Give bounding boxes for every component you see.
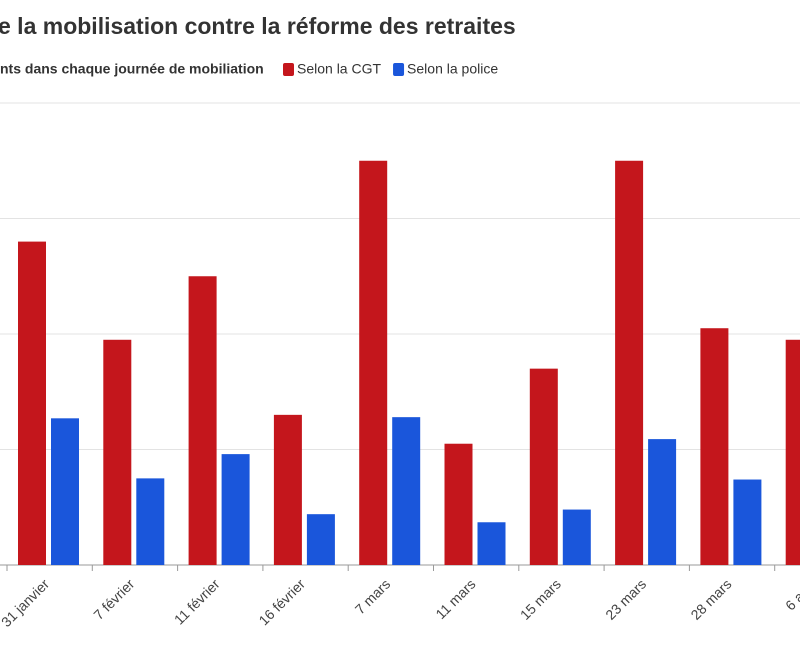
bar: [477, 522, 506, 565]
bar: [529, 368, 558, 565]
bar: [103, 339, 132, 565]
x-tick-label: 7 février: [90, 576, 137, 623]
legend-title: nts dans chaque journée de mobiliation: [0, 61, 264, 77]
legend-label: Selon la CGT: [297, 61, 381, 77]
bar: [444, 443, 473, 565]
bar: [615, 160, 644, 565]
bar: [306, 514, 335, 565]
bar: [648, 439, 677, 565]
bar: [785, 339, 800, 565]
bar: [562, 509, 591, 565]
bar: [273, 414, 302, 565]
bar: [733, 479, 762, 565]
legend-label: Selon la police: [407, 61, 498, 77]
x-tick-label: 11 février: [171, 576, 223, 628]
bar: [700, 328, 729, 565]
x-tick-label: 7 mars: [352, 576, 394, 618]
x-tick-label: 31 janvier: [0, 576, 52, 630]
x-tick-label: 15 mars: [517, 576, 564, 623]
bar: [221, 454, 250, 565]
x-tick-label: 28 mars: [687, 576, 734, 623]
legend-swatch: [393, 63, 405, 76]
bar: [18, 241, 46, 565]
x-tick-label: 6 avril: [782, 576, 800, 614]
bar: [51, 418, 79, 565]
bar: [392, 417, 421, 565]
legend-swatch: [283, 63, 294, 76]
bar: [188, 276, 217, 565]
bar: [136, 478, 165, 565]
x-tick-label: 16 février: [255, 576, 308, 629]
chart-title: e la mobilisation contre la réforme des …: [0, 13, 516, 39]
bar: [359, 160, 388, 565]
x-tick-label: 23 mars: [602, 576, 649, 623]
x-tick-label: 11 mars: [432, 576, 478, 622]
